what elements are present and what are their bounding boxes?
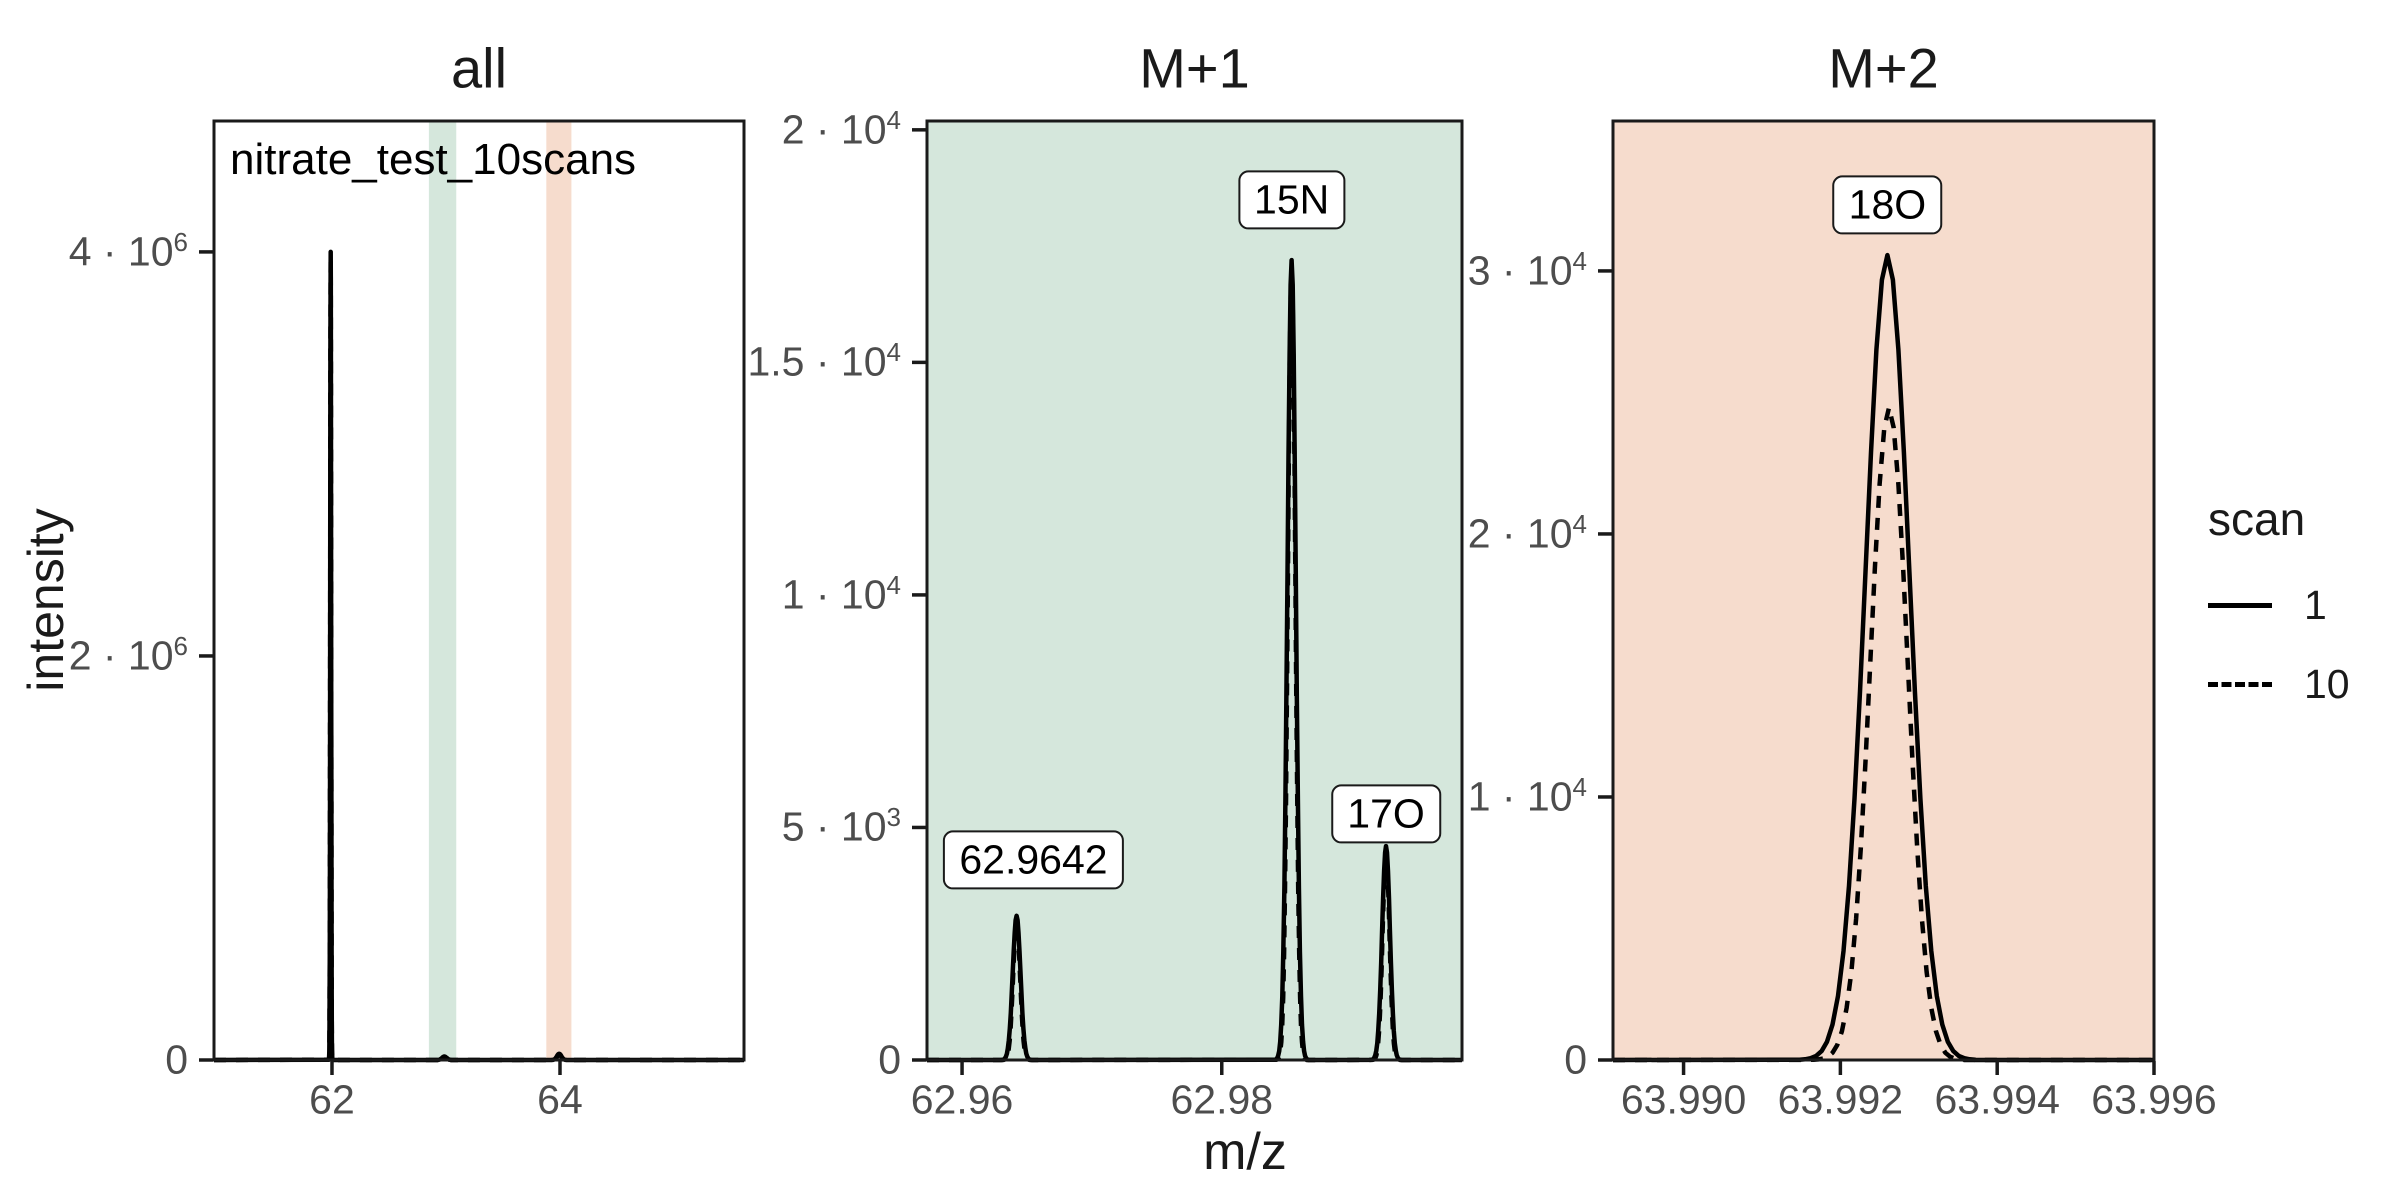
- peak-label-17O: 17O: [1331, 783, 1441, 844]
- y-tick-label: 4 · 106: [68, 226, 188, 275]
- x-tick-label: 62.98: [1170, 1076, 1274, 1123]
- legend: scan 1 10: [2208, 492, 2350, 740]
- y-tick-label: 1 · 104: [1467, 771, 1587, 820]
- y-tick-label: 0: [1564, 1036, 1587, 1083]
- x-tick-label: 62: [309, 1076, 355, 1123]
- y-tick-label: 3 · 104: [1467, 245, 1587, 294]
- y-tick-label: 0: [878, 1036, 901, 1083]
- panel-annotation: nitrate_test_10scans: [230, 135, 637, 184]
- y-tick-label: 0: [165, 1036, 188, 1083]
- peak-label-62.9642: 62.9642: [943, 830, 1124, 890]
- panel-background-all: [214, 121, 744, 1060]
- y-tick-label: 2 · 104: [1467, 508, 1587, 557]
- x-tick-label: 62.96: [910, 1076, 1014, 1123]
- legend-title: scan: [2208, 493, 2306, 545]
- spectrum-line-scan-10-M+1: [927, 269, 1462, 1063]
- panel-title-M+1: M+1: [1139, 36, 1250, 100]
- x-tick-label: 63.996: [2091, 1076, 2217, 1123]
- spectrum-line-scan-1-M+2: [1612, 252, 2154, 1063]
- y-tick-label: 2 · 106: [68, 630, 188, 679]
- peak-label-18O: 18O: [1832, 175, 1943, 235]
- panel-border-all: [212, 119, 746, 1062]
- legend-entry-scan-10: 10: [2208, 661, 2350, 708]
- legend-entry-label: 10: [2304, 661, 2350, 707]
- spectrum-line-scan-10-M+2: [1612, 405, 2154, 1063]
- y-tick-label: 5 · 103: [781, 802, 901, 850]
- panel-border-M+2: [1611, 119, 2156, 1062]
- spectrum-line-scan-10-all: [213, 259, 744, 1063]
- x-tick-label: 64: [537, 1076, 583, 1123]
- legend-entry-scan-1: 1: [2208, 582, 2350, 629]
- panel-title-M+2: M+2: [1828, 36, 1939, 100]
- spectrum-line-scan-1-M+1: [927, 257, 1462, 1063]
- highlight-band-0: [428, 121, 457, 1060]
- panel-background-M+2: [1613, 121, 2154, 1060]
- highlight-band-1: [546, 121, 572, 1060]
- dashed-line-key-icon: [2208, 682, 2272, 687]
- panel-border-M+1: [925, 119, 1464, 1062]
- x-tick-label: 63.994: [1934, 1076, 2060, 1123]
- x-tick-label: 63.992: [1777, 1076, 1904, 1123]
- panel-background-M+1: [927, 121, 1462, 1060]
- peak-label-15N: 15N: [1238, 170, 1346, 230]
- y-tick-label: 1.5 · 104: [747, 337, 901, 385]
- x-tick-label: 63.990: [1620, 1076, 1747, 1123]
- y-axis-title: intensity: [18, 508, 74, 692]
- y-tick-label: 1 · 104: [781, 569, 901, 618]
- x-axis-title: m/z: [1203, 1123, 1287, 1181]
- solid-line-key-icon: [2208, 603, 2272, 608]
- legend-entry-label: 1: [2304, 582, 2327, 628]
- y-tick-label: 2 · 104: [781, 104, 901, 153]
- panel-title-all: all: [450, 36, 508, 100]
